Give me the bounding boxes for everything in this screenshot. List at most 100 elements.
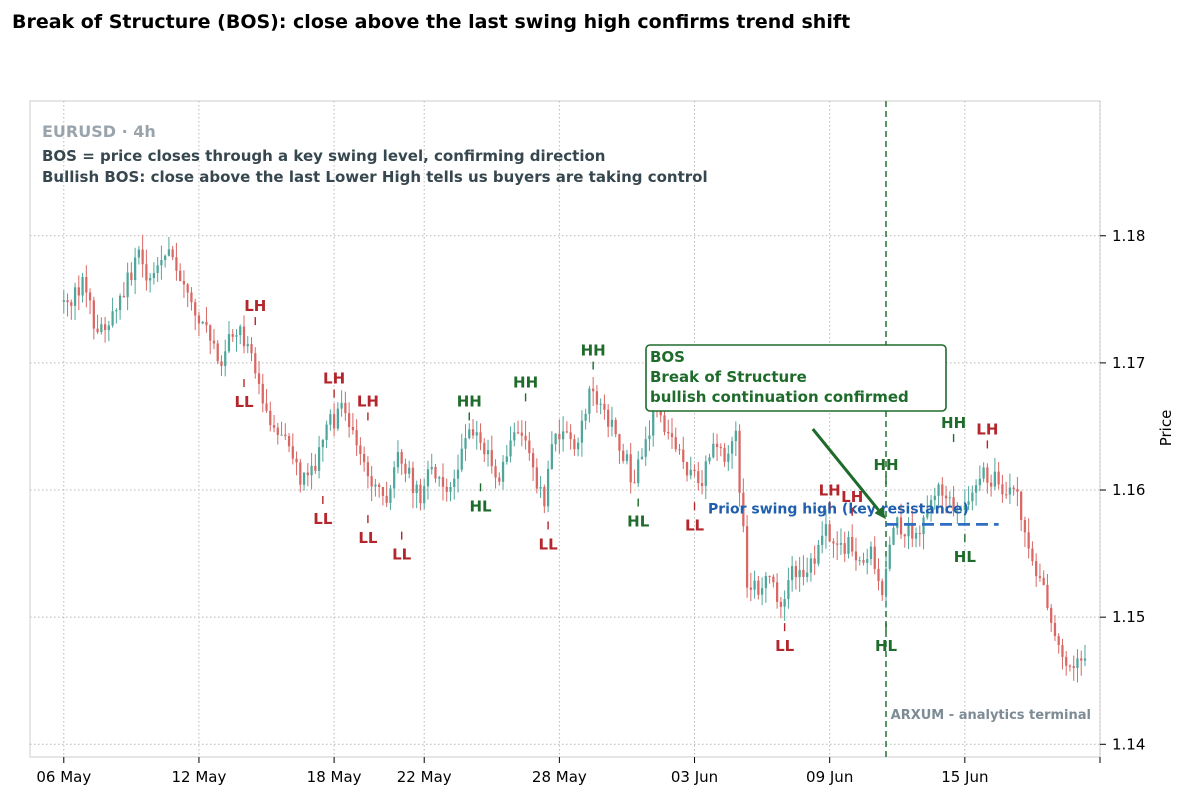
candle-up <box>486 450 490 455</box>
plot-area <box>29 100 1101 758</box>
candle-down <box>254 353 257 374</box>
candle-up <box>971 492 974 502</box>
candle-down <box>685 461 689 476</box>
candle-down <box>179 270 182 282</box>
candle-down <box>1038 576 1042 578</box>
resistance-label: Prior swing high (key resistance) <box>708 501 969 517</box>
candle-down <box>344 402 347 414</box>
candle-down <box>269 410 272 426</box>
candle-up <box>929 500 933 510</box>
candle-down <box>265 403 268 411</box>
candle-down <box>490 450 493 467</box>
candle-down <box>633 482 636 484</box>
candle-down <box>190 292 193 303</box>
swing-label-ll: LL <box>358 529 378 547</box>
candle-up <box>809 558 813 573</box>
candle-up <box>336 408 339 429</box>
swing-label-ll: LL <box>539 535 559 553</box>
candle-up <box>839 543 843 545</box>
candle-down <box>483 442 486 455</box>
candle-down <box>479 432 482 443</box>
candle-up <box>948 497 951 499</box>
candle-up <box>81 277 84 296</box>
watermark: ARXUM - analytics terminal <box>891 708 1091 723</box>
candle-down <box>543 487 546 507</box>
swing-label-hh: HH <box>513 373 538 391</box>
candle-down <box>802 569 805 577</box>
candle-up <box>321 439 324 448</box>
candle-down <box>520 432 523 436</box>
candle-up <box>884 568 888 596</box>
candle-down <box>257 373 261 384</box>
candle-down <box>1046 584 1049 608</box>
swing-label-hh: HH <box>941 414 966 432</box>
swing-label-ll: LL <box>234 393 254 411</box>
candle-down <box>205 321 208 326</box>
candle-up <box>644 439 647 457</box>
candle-down <box>1072 666 1075 668</box>
candle-down <box>197 315 201 324</box>
candle-down <box>287 436 291 447</box>
candle-up <box>787 580 790 600</box>
candle-down <box>145 264 148 281</box>
swing-label-ll: LL <box>775 637 795 655</box>
candle-up <box>239 326 242 336</box>
candle-down <box>272 425 276 428</box>
candle-up <box>727 453 730 462</box>
candle-down <box>1005 494 1008 496</box>
candle-down <box>370 476 373 487</box>
x-tick-label: 06 May <box>36 768 91 786</box>
candle-down <box>385 495 388 503</box>
x-tick-label: 03 Jun <box>671 768 718 786</box>
candle-down <box>85 277 88 293</box>
symbol-label: EURUSD · 4h <box>42 122 156 141</box>
candle-down <box>749 587 752 590</box>
candle-up <box>648 435 651 440</box>
candle-down <box>779 601 783 607</box>
candle-down <box>441 477 445 487</box>
candle-down <box>952 497 955 512</box>
candle-up <box>325 424 328 440</box>
candle-down <box>528 440 531 454</box>
candle-up <box>963 504 966 510</box>
candle-down <box>659 410 662 416</box>
candle-up <box>100 324 103 333</box>
candle-up <box>164 255 167 260</box>
swing-label-hl: HL <box>954 548 977 566</box>
swing-label-hh: HH <box>581 342 606 360</box>
x-tick-label: 09 Jun <box>806 768 853 786</box>
candle-up <box>423 486 426 504</box>
subtitle-line-2: Bullish BOS: close above the last Lower … <box>42 168 708 186</box>
candle-up <box>760 588 764 595</box>
candle-up <box>340 402 343 409</box>
candle-down <box>284 434 287 437</box>
candle-down <box>700 483 704 486</box>
candle-up <box>449 487 452 492</box>
candle-up <box>453 478 456 488</box>
candle-up <box>974 485 978 493</box>
candle-down <box>607 409 610 427</box>
candle-down <box>261 383 264 404</box>
subtitle-line-1: BOS = price closes through a key swing l… <box>42 147 605 165</box>
x-tick-label: 18 May <box>307 768 362 786</box>
candle-up <box>967 501 970 505</box>
candle-down <box>434 466 437 479</box>
candle-up <box>806 572 809 577</box>
candle-down <box>911 525 914 539</box>
candle-down <box>629 454 632 483</box>
candle-up <box>926 509 929 518</box>
candle-up <box>501 461 505 482</box>
candle-down <box>877 568 880 582</box>
candle-up <box>993 471 997 487</box>
candle-up <box>817 544 820 564</box>
candle-up <box>468 429 471 439</box>
candle-down <box>498 477 501 482</box>
x-tick-label: 15 Jun <box>941 768 988 786</box>
candle-up <box>625 454 629 461</box>
candle-down <box>794 566 798 578</box>
y-tick-label: 1.17 <box>1112 354 1145 372</box>
swing-label-ll: LL <box>392 546 412 564</box>
candle-up <box>937 484 940 496</box>
candle-down <box>836 543 839 545</box>
